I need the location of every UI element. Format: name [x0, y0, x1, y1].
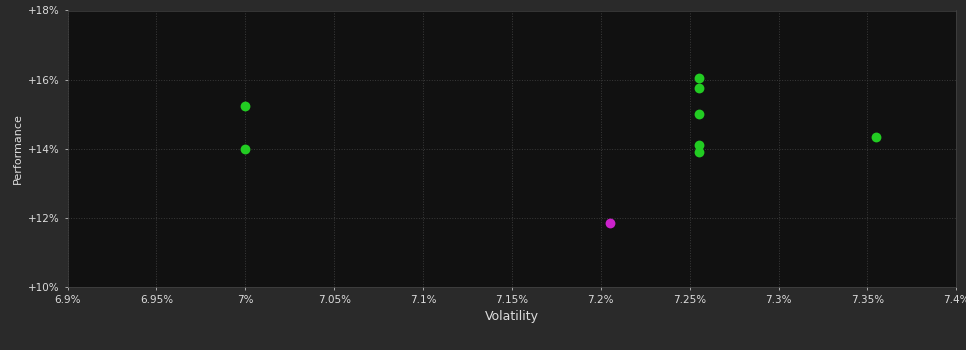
Point	[691, 75, 706, 81]
Point	[238, 103, 253, 108]
Point	[691, 142, 706, 148]
Point	[691, 149, 706, 155]
Point	[602, 220, 617, 226]
Y-axis label: Performance: Performance	[13, 113, 22, 184]
X-axis label: Volatility: Volatility	[485, 310, 539, 323]
Point	[691, 111, 706, 117]
Point	[238, 146, 253, 152]
Point	[868, 134, 884, 139]
Point	[691, 85, 706, 91]
